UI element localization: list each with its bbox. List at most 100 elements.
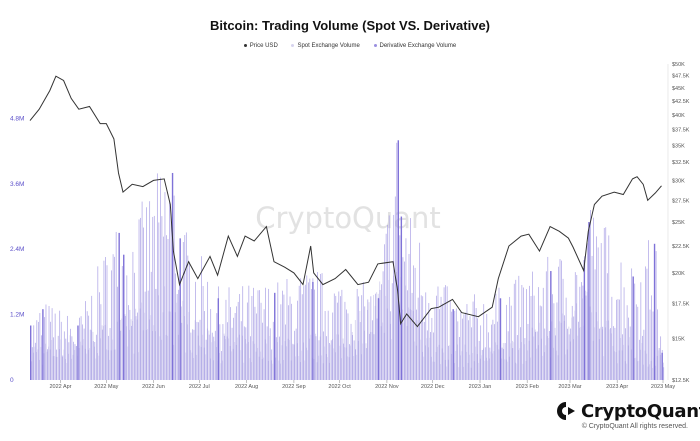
derivative-volume-peak — [171, 172, 174, 380]
left-axis: 0 1.2M 2.4M 3.6M 4.8M — [10, 116, 24, 385]
derivative-volume-bar — [317, 272, 318, 380]
derivative-volume-bar — [102, 329, 103, 380]
legend-label-price: Price USD — [249, 43, 278, 49]
derivative-volume-bar — [585, 295, 587, 380]
derivative-volume-bar — [182, 242, 184, 380]
derivative-volume-bar — [253, 287, 254, 380]
derivative-volume-bar — [307, 282, 309, 380]
legend-item-spot[interactable]: Spot Exchange Volume — [291, 43, 360, 49]
derivative-volume-bar — [70, 328, 71, 380]
derivative-volume-bar — [315, 336, 317, 380]
derivative-volume-bar — [306, 275, 308, 380]
derivative-volume-bar — [254, 306, 256, 380]
derivative-volume-bar — [117, 286, 119, 380]
derivative-volume-peak — [632, 276, 634, 380]
x-axis-tick-label: 2022 Aug — [235, 384, 258, 390]
derivative-volume-bar — [576, 274, 578, 380]
derivative-volume-bar — [411, 292, 413, 380]
derivative-volume-bar — [283, 294, 285, 380]
derivative-volume-bar — [85, 301, 86, 380]
derivative-volume-bar — [109, 328, 111, 380]
derivative-volume-bar — [449, 301, 451, 380]
derivative-volume-bar — [205, 339, 207, 380]
derivative-volume-bar — [164, 192, 166, 380]
legend-item-derivative[interactable]: Derivative Exchange Volume — [373, 43, 456, 49]
left-axis-tick-label: 3.6M — [10, 181, 24, 188]
derivative-volume-bar — [114, 256, 115, 380]
derivative-volume-bar — [89, 329, 91, 380]
derivative-volume-bar — [265, 287, 266, 380]
derivative-volume-bar — [158, 222, 160, 380]
derivative-volume-bar — [221, 351, 222, 380]
legend-dot-price — [243, 43, 247, 47]
derivative-volume-bar — [393, 214, 395, 380]
derivative-volume-bar — [108, 335, 109, 380]
left-axis-tick-label: 1.2M — [10, 312, 24, 319]
cryptoquant-logo-icon — [557, 402, 575, 420]
derivative-volume-bar — [231, 327, 233, 380]
derivative-volume-bar — [166, 235, 167, 380]
derivative-volume-bar — [599, 328, 601, 380]
derivative-volume-peak — [397, 140, 399, 380]
derivative-volume-bar — [504, 343, 506, 380]
derivative-volume-bar — [370, 296, 372, 380]
derivative-volume-bar — [407, 290, 408, 380]
derivative-volume-bar — [76, 346, 77, 380]
derivative-volume-bar — [48, 306, 50, 380]
derivative-volume-bar — [474, 294, 475, 380]
derivative-volume-bar — [558, 266, 559, 380]
derivative-volume-bar — [574, 272, 576, 380]
derivative-volume-bar — [655, 251, 657, 380]
derivative-volume-bar — [234, 313, 236, 380]
derivative-volume-bar — [518, 275, 520, 380]
derivative-volume-bar — [358, 296, 360, 380]
derivative-volume-bar — [356, 288, 358, 380]
derivative-volume-bar — [631, 268, 633, 380]
derivative-volume-bar — [433, 332, 434, 380]
brand-name: CryptoQuant — [581, 400, 700, 422]
derivative-volume-bar — [181, 322, 183, 380]
derivative-volume-bar — [640, 282, 642, 380]
derivative-volume-peak — [274, 292, 276, 380]
derivative-volume-bar — [369, 333, 370, 380]
derivative-volume-bar — [105, 257, 106, 380]
derivative-volume-peak — [312, 281, 314, 380]
derivative-volume-bar — [193, 329, 195, 380]
derivative-volume-bar — [484, 347, 486, 380]
derivative-volume-bar — [173, 195, 175, 380]
derivative-volume-peak — [400, 216, 403, 380]
derivative-volume-bar — [652, 311, 654, 380]
derivative-volume-bar — [587, 243, 588, 380]
legend-item-price[interactable]: Price USD — [243, 43, 278, 49]
derivative-volume-peak — [653, 243, 656, 380]
derivative-volume-bar — [620, 262, 622, 380]
derivative-volume-bar — [300, 278, 302, 380]
derivative-volume-bar — [475, 308, 477, 380]
derivative-volume-bar — [548, 331, 550, 380]
derivative-volume-bar — [266, 326, 268, 380]
cryptoquant-logo: CryptoQuant — [556, 400, 700, 422]
left-axis-tick-label: 4.8M — [10, 116, 24, 123]
derivative-volume-bar — [184, 235, 186, 380]
derivative-volume-bar — [332, 312, 334, 380]
x-axis-tick-label: 2022 Apr — [49, 384, 71, 390]
derivative-volume-bar — [591, 255, 593, 380]
derivative-volume-bar — [388, 215, 390, 380]
derivative-volume-bar — [523, 287, 524, 380]
derivative-volume-bar — [201, 256, 202, 380]
derivative-volume-bar — [434, 307, 436, 380]
derivative-volume-bar — [333, 293, 335, 380]
derivative-volume-bar — [62, 355, 64, 380]
derivative-volume-bar — [198, 322, 199, 380]
derivative-volume-bar — [381, 284, 382, 380]
derivative-volume-bar — [103, 260, 105, 380]
derivative-volume-bar — [465, 312, 466, 380]
derivative-volume-bar — [121, 266, 123, 380]
derivative-volume-bar — [545, 271, 547, 380]
x-axis-tick-label: 2022 Oct — [328, 384, 351, 390]
right-axis-tick-label: $47.5K — [672, 74, 690, 80]
derivative-volume-bar — [520, 327, 521, 380]
derivative-volume-bar — [628, 317, 629, 380]
derivative-volume-peak — [550, 271, 552, 380]
derivative-volume-bar — [466, 304, 468, 380]
